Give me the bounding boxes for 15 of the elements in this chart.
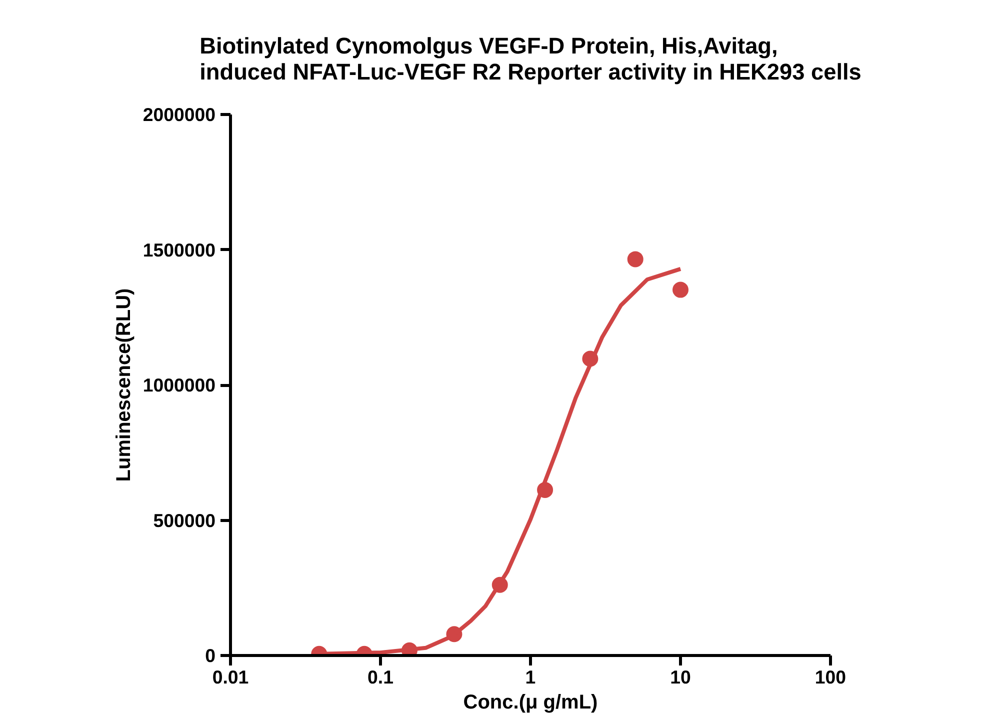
chart-title: Biotinylated Cynomolgus VEGF-D Protein, His,Avitag, induced NFAT-Luc-VEGF R2 Reporter activity in HEK293 cells — [200, 32, 862, 84]
y-tick-label: 1500000 — [142, 239, 216, 260]
x-axis-title: Conc.(μ g/mL) — [463, 692, 598, 714]
x-tick-label: 100 — [814, 666, 846, 688]
x-tick-label: 0.1 — [368, 666, 394, 688]
y-tick-label: 500000 — [153, 510, 216, 531]
y-axis-title: Luminescence(RLU) — [112, 288, 135, 482]
y-tick-label: 1000000 — [142, 374, 216, 396]
y-tick-label: 0 — [205, 645, 216, 666]
point — [672, 282, 688, 298]
x-tick-label: 1 — [525, 666, 536, 688]
point — [627, 251, 644, 268]
x-tick-label: 10 — [670, 666, 691, 688]
x-tick-label: 0.01 — [212, 666, 249, 688]
y-tick-label: 2000000 — [142, 104, 216, 125]
